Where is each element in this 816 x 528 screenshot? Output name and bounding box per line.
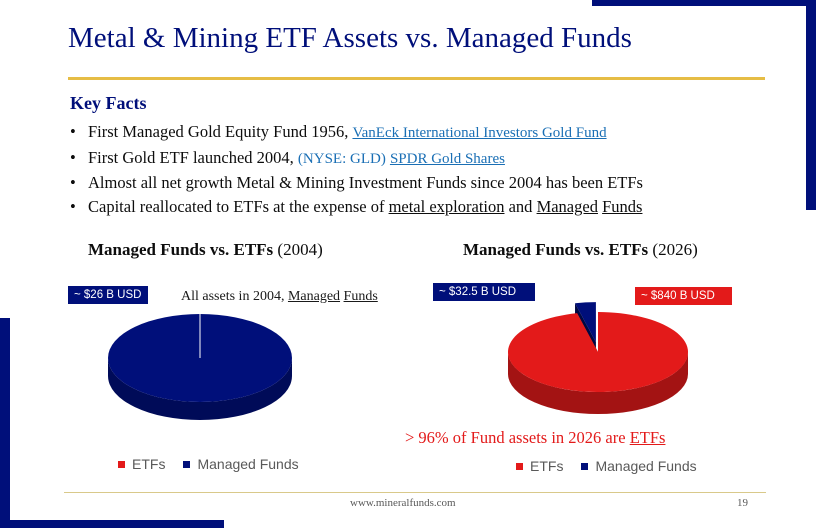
page-number: 19 <box>737 497 748 509</box>
chart-2026-legend: ETFs Managed Funds <box>516 458 697 474</box>
bullet-marker: • <box>70 173 76 192</box>
chart-2004-title-year: (2004) <box>273 240 323 259</box>
managed-funds-swatch <box>183 460 191 468</box>
chart-2026-title-bold: Managed Funds vs. ETFs <box>463 240 649 259</box>
chart-2004-managed-callout: ~ $26 B USD <box>68 286 148 304</box>
chart-2004-legend: ETFs Managed Funds <box>118 456 299 472</box>
chart-2004-pie <box>108 314 292 420</box>
pie-slice-etfs <box>508 312 688 414</box>
bullet-text: Capital reallocated to ETFs at the expen… <box>88 196 389 216</box>
list-item: • First Managed Gold Equity Fund 1956, Va… <box>70 120 643 146</box>
managed-funds-swatch <box>581 462 589 470</box>
metal-exploration-text: metal exploration <box>388 196 505 216</box>
etfs-swatch <box>118 460 125 468</box>
managed-text: Managed <box>536 196 598 216</box>
key-facts-list: • First Managed Gold Equity Fund 1956, Va… <box>70 120 643 218</box>
footer-url: www.mineralfunds.com <box>350 497 456 509</box>
vaneck-fund-link[interactable]: VanEck International Investors Gold Fund <box>352 125 607 141</box>
chart-2026-managed-callout: ~ $32.5 B USD <box>433 283 535 301</box>
chart-2026-etfs-callout: ~ $840 B USD <box>635 287 732 305</box>
chart-2004-note-funds: Funds <box>343 289 378 304</box>
list-item: • Almost all net growth Metal & Mining In… <box>70 171 643 195</box>
title-divider <box>68 77 765 80</box>
list-item: • First Gold ETF launched 2004, (NYSE: GL… <box>70 146 643 172</box>
bullet-text: Almost all net growth Metal & Mining Inv… <box>88 173 643 192</box>
bullet-marker: • <box>70 147 76 167</box>
chart-2026-title: Managed Funds vs. ETFs (2026) <box>463 240 698 260</box>
bullet-marker: • <box>70 196 76 216</box>
funds-text: Funds <box>602 196 643 216</box>
bottom-left-accent-bar <box>0 520 224 528</box>
chart-2026-note-text: > 96% of Fund assets in 2026 are <box>405 428 630 447</box>
etfs-swatch <box>516 462 523 470</box>
chart-2004-title: Managed Funds vs. ETFs (2004) <box>88 240 323 260</box>
bullet-text: First Gold ETF launched 2004, <box>88 147 298 167</box>
top-right-accent-bar <box>592 0 816 6</box>
legend-label-etfs: ETFs <box>132 456 166 472</box>
left-edge-accent-bar <box>0 318 10 528</box>
bullet-text: First Managed Gold Equity Fund 1956, <box>88 122 353 141</box>
legend-label-etfs: ETFs <box>530 458 564 474</box>
ticker-label: (NYSE: GLD) <box>297 150 386 167</box>
key-facts-heading: Key Facts <box>70 93 147 113</box>
chart-2026-title-year: (2026) <box>648 240 698 259</box>
slide-title: Metal & Mining ETF Assets vs. Managed Fu… <box>68 22 632 54</box>
bullet-marker: • <box>70 122 76 141</box>
chart-2026-note: > 96% of Fund assets in 2026 are ETFs <box>405 428 665 448</box>
footer-divider <box>64 492 766 493</box>
chart-2004-note-text: All assets in 2004, <box>181 289 288 304</box>
list-item: • Capital reallocated to ETFs at the expe… <box>70 195 643 219</box>
chart-2004-title-bold: Managed Funds vs. ETFs <box>88 240 274 259</box>
chart-2004-note-managed: Managed <box>287 289 341 304</box>
legend-label-managed-funds: Managed Funds <box>197 456 299 472</box>
legend-label-managed-funds: Managed Funds <box>595 458 697 474</box>
bullet-text-and: and <box>504 196 537 216</box>
chart-2026-note-etfs: ETFs <box>629 428 666 447</box>
spdr-gold-shares-link[interactable]: SPDR Gold Shares <box>389 150 505 167</box>
chart-2004-note: All assets in 2004, Managed Funds <box>181 289 378 305</box>
chart-2026-pie <box>508 302 688 414</box>
right-edge-accent-bar <box>806 0 816 210</box>
